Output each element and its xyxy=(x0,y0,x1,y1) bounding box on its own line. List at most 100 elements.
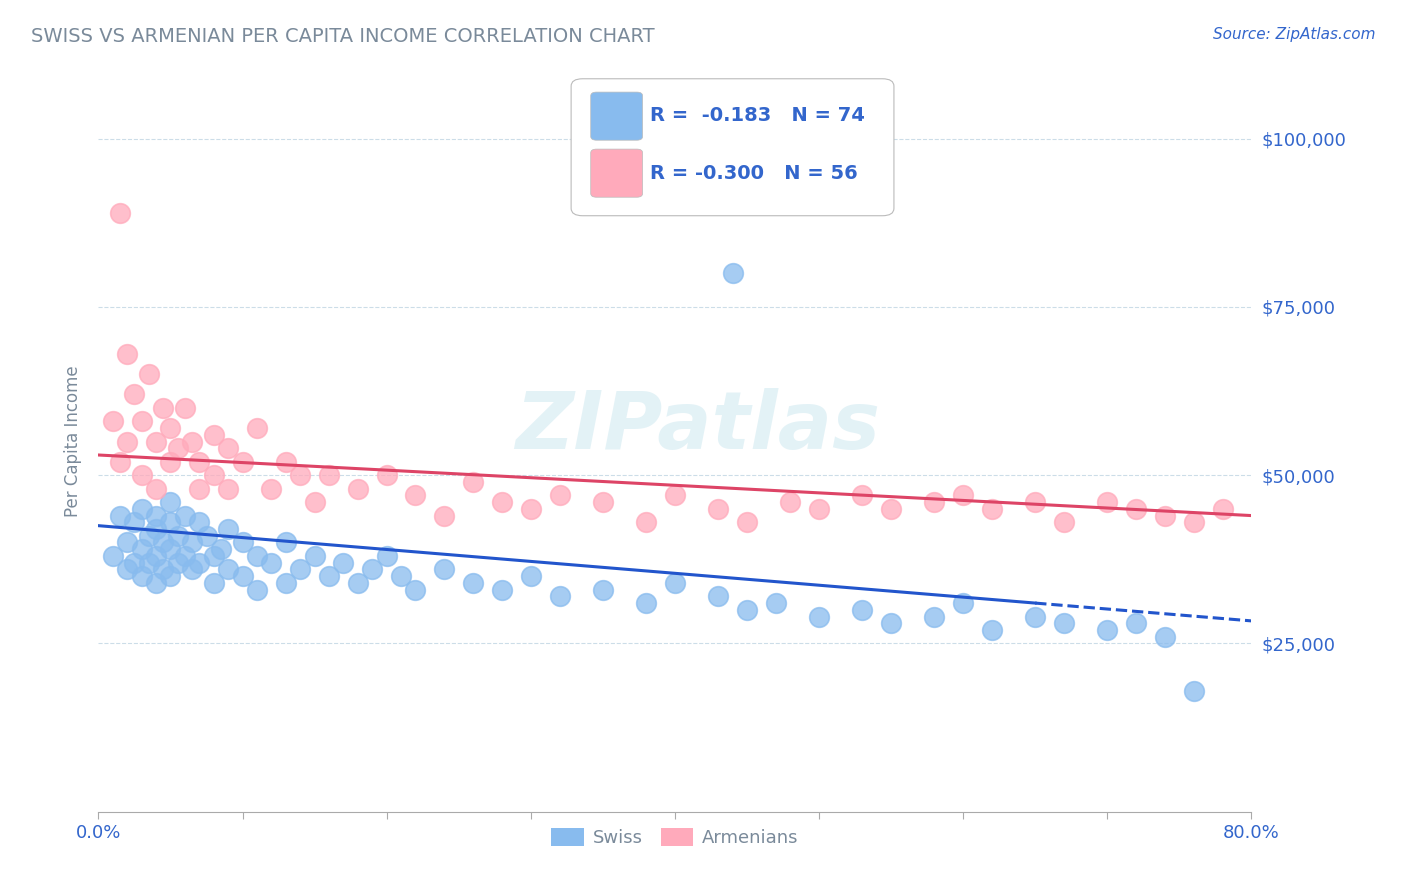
Point xyxy=(159,569,181,583)
Point xyxy=(405,582,427,597)
Legend: Swiss, Armenians: Swiss, Armenians xyxy=(544,821,806,855)
Point xyxy=(1182,683,1205,698)
Point xyxy=(375,549,398,563)
FancyBboxPatch shape xyxy=(591,149,643,197)
Point xyxy=(808,501,831,516)
Point xyxy=(145,508,167,523)
Point xyxy=(108,508,131,523)
Point xyxy=(851,603,873,617)
Text: Source: ZipAtlas.com: Source: ZipAtlas.com xyxy=(1212,27,1375,42)
Point xyxy=(181,562,204,576)
Point xyxy=(174,508,197,523)
Point xyxy=(124,387,146,401)
Point xyxy=(735,603,758,617)
Point xyxy=(290,562,312,576)
Point xyxy=(188,556,211,570)
Point xyxy=(332,556,354,570)
Point xyxy=(1024,609,1046,624)
Point xyxy=(721,266,744,280)
Point xyxy=(217,562,239,576)
Point xyxy=(202,575,225,590)
Point xyxy=(152,562,174,576)
Text: R =  -0.183   N = 74: R = -0.183 N = 74 xyxy=(650,106,865,125)
Point xyxy=(246,582,269,597)
Point xyxy=(159,542,181,557)
Point xyxy=(181,434,204,449)
Point xyxy=(174,401,197,415)
Point xyxy=(274,535,297,549)
Point xyxy=(765,596,787,610)
Point xyxy=(108,205,131,219)
Point xyxy=(433,508,456,523)
Point xyxy=(405,488,427,502)
Point xyxy=(231,569,254,583)
Point xyxy=(924,495,946,509)
Point xyxy=(1053,616,1076,631)
Point xyxy=(101,549,124,563)
Point xyxy=(117,535,139,549)
Point xyxy=(461,475,484,489)
Point xyxy=(231,535,254,549)
Point xyxy=(202,549,225,563)
Point xyxy=(101,414,124,428)
Point xyxy=(202,468,225,483)
Point xyxy=(1024,495,1046,509)
Point xyxy=(145,482,167,496)
Point xyxy=(491,582,513,597)
Point xyxy=(246,421,269,435)
Point xyxy=(779,495,801,509)
Point xyxy=(260,556,283,570)
Point xyxy=(274,455,297,469)
Point xyxy=(520,569,543,583)
Point xyxy=(318,569,340,583)
Point xyxy=(952,488,974,502)
Point xyxy=(138,556,160,570)
Point xyxy=(138,529,160,543)
Point xyxy=(131,569,153,583)
Point xyxy=(952,596,974,610)
Point xyxy=(174,549,197,563)
Point xyxy=(1154,630,1177,644)
Point xyxy=(131,414,153,428)
Point xyxy=(808,609,831,624)
Point xyxy=(433,562,456,576)
Point xyxy=(924,609,946,624)
Point xyxy=(124,516,146,530)
Point xyxy=(1125,616,1147,631)
FancyBboxPatch shape xyxy=(591,92,643,140)
Point xyxy=(274,575,297,590)
Point xyxy=(145,549,167,563)
Point xyxy=(159,455,181,469)
Point xyxy=(131,468,153,483)
Point xyxy=(117,434,139,449)
Point xyxy=(290,468,312,483)
Point xyxy=(1182,516,1205,530)
Point xyxy=(166,442,188,456)
Point xyxy=(124,556,146,570)
Point xyxy=(880,501,903,516)
Point xyxy=(346,482,368,496)
Point xyxy=(548,590,571,604)
Point xyxy=(707,590,730,604)
Point xyxy=(1154,508,1177,523)
Point xyxy=(1125,501,1147,516)
Point xyxy=(152,535,174,549)
Point xyxy=(159,421,181,435)
Point xyxy=(389,569,412,583)
Point xyxy=(1212,501,1234,516)
Text: ZIPatlas: ZIPatlas xyxy=(516,388,880,466)
Point xyxy=(664,575,686,590)
Point xyxy=(707,501,730,516)
Point xyxy=(217,522,239,536)
Point xyxy=(981,501,1004,516)
Point xyxy=(181,535,204,549)
Point xyxy=(304,495,326,509)
Point xyxy=(231,455,254,469)
Point xyxy=(361,562,384,576)
Point xyxy=(159,495,181,509)
Y-axis label: Per Capita Income: Per Capita Income xyxy=(63,366,82,517)
Point xyxy=(491,495,513,509)
Point xyxy=(735,516,758,530)
Point xyxy=(981,623,1004,637)
Point xyxy=(217,442,239,456)
